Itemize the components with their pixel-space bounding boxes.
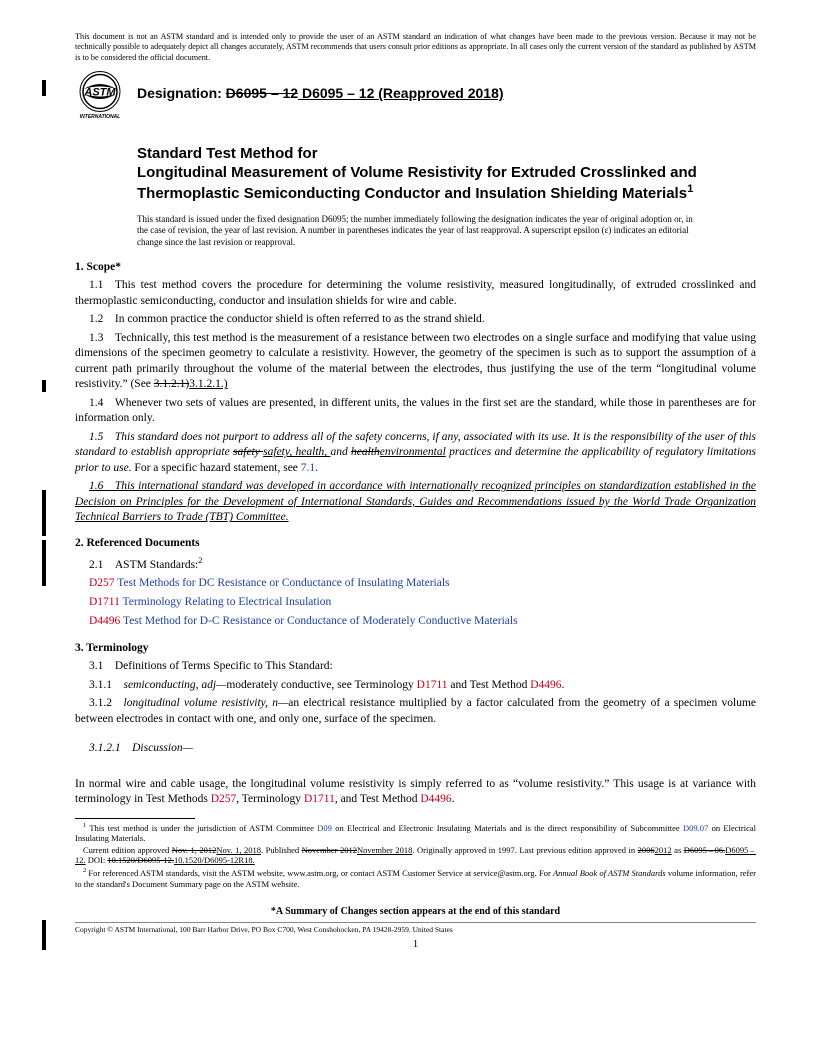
para-1-6: 1.6 This international standard was deve… — [75, 479, 756, 526]
para-2-1: 2.1 ASTM Standards:2 — [75, 555, 756, 573]
title-line2: Longitudinal Measurement of Volume Resis… — [137, 164, 756, 205]
header: ASTM INTERNATIONAL Designation: D6095 – … — [75, 69, 756, 119]
title-line1: Standard Test Method for — [137, 145, 756, 164]
para-1-5: 1.5 This standard does not purport to ad… — [75, 430, 756, 477]
section-1-head: 1. Scope* — [75, 260, 756, 276]
title-block: Standard Test Method for Longitudinal Me… — [137, 145, 756, 204]
svg-text:INTERNATIONAL: INTERNATIONAL — [80, 114, 120, 119]
para-1-1: 1.1 This test method covers the procedur… — [75, 278, 756, 309]
para-3-1-1: 3.1.1 semiconducting, adj—moderately con… — [75, 678, 756, 694]
footnote-2: 2 For referenced ASTM standards, visit t… — [75, 867, 756, 889]
para-3-1-2: 3.1.2 longitudinal volume resistivity, n… — [75, 696, 756, 727]
reference-d257: D257 Test Methods for DC Resistance or C… — [89, 575, 756, 592]
copyright: Copyright © ASTM International, 100 Barr… — [75, 922, 756, 935]
change-bar — [42, 80, 46, 96]
footnote-1b: Current edition approved Nov. 1, 2012Nov… — [75, 845, 756, 866]
change-bar — [42, 380, 46, 392]
para-1-2: 1.2 In common practice the conductor shi… — [75, 312, 756, 328]
reference-d4496: D4496 Test Method for D-C Resistance or … — [89, 613, 756, 630]
para-1-3: 1.3 Technically, this test method is the… — [75, 331, 756, 393]
discussion-para: In normal wire and cable usage, the long… — [75, 777, 756, 808]
section-2-head: 2. Referenced Documents — [75, 536, 756, 552]
designation: Designation: D6095 – 12 D6095 – 12 (Reap… — [137, 84, 504, 103]
astm-logo: ASTM INTERNATIONAL — [75, 69, 125, 119]
footnote-rule — [75, 818, 195, 819]
top-disclaimer: This document is not an ASTM standard an… — [75, 32, 756, 63]
reference-d1711: D1711 Terminology Relating to Electrical… — [89, 594, 756, 611]
summary-of-changes-note: *A Summary of Changes section appears at… — [75, 905, 756, 919]
change-bar — [42, 540, 46, 586]
svg-text:ASTM: ASTM — [83, 86, 116, 98]
para-1-4: 1.4 Whenever two sets of values are pres… — [75, 396, 756, 427]
change-bar — [42, 490, 46, 536]
para-3-1: 3.1 Definitions of Terms Specific to Thi… — [75, 659, 756, 675]
para-3-1-2-1: 3.1.2.1 Discussion— — [75, 741, 756, 757]
page-number: 1 — [75, 937, 756, 952]
footnote-1: 1 This test method is under the jurisdic… — [75, 822, 756, 844]
change-bar — [42, 920, 46, 950]
section-3-head: 3. Terminology — [75, 641, 756, 657]
issue-note: This standard is issued under the fixed … — [137, 214, 697, 248]
